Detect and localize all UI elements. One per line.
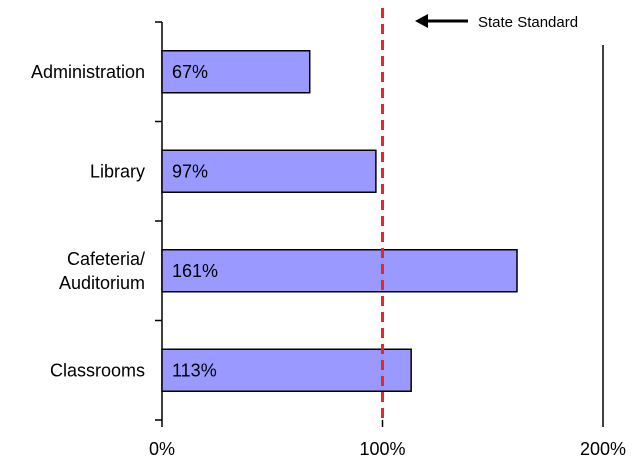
bar <box>161 50 311 94</box>
category-label: Cafeteria/Auditorium <box>59 249 145 293</box>
data-label: 67% <box>172 62 208 82</box>
x-tick-label: 0% <box>149 439 175 459</box>
data-label: 161% <box>172 261 218 281</box>
x-tick-label: 200% <box>580 439 626 459</box>
bar <box>161 249 518 293</box>
x-tick-label: 100% <box>359 439 405 459</box>
category-label: Classrooms <box>50 360 145 380</box>
data-label: 113% <box>172 360 217 380</box>
bar <box>161 348 412 392</box>
category-label: Library <box>90 161 145 181</box>
bar <box>161 149 377 193</box>
reference-line-label: State Standard <box>478 14 578 31</box>
annotation-arrowhead <box>415 14 428 28</box>
category-label: Administration <box>31 62 145 82</box>
data-label: 97% <box>172 161 208 181</box>
